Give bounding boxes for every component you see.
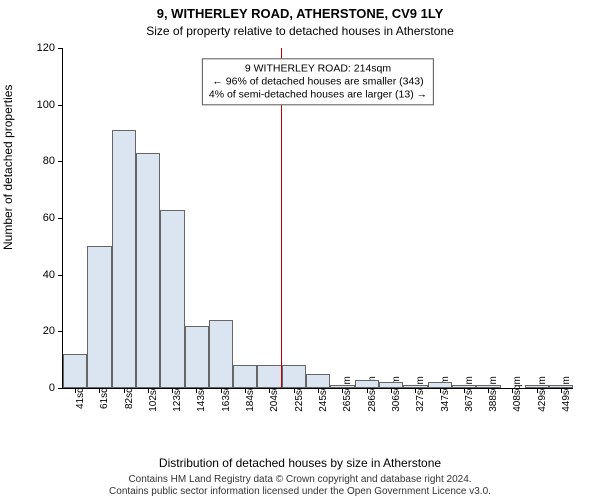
histogram-bar xyxy=(549,385,573,388)
histogram-bar xyxy=(306,374,330,388)
ytick xyxy=(58,48,63,49)
histogram-bar xyxy=(476,385,500,388)
xtick-label: 327sqm xyxy=(415,376,426,412)
xtick-label: 429sqm xyxy=(537,376,548,412)
ytick-label: 0 xyxy=(49,382,55,394)
histogram-bar xyxy=(87,246,111,388)
ytick-label: 80 xyxy=(43,155,55,167)
histogram-bar xyxy=(136,153,160,388)
histogram-bar xyxy=(403,385,427,388)
footer-line2: Contains public sector information licen… xyxy=(0,486,600,498)
ytick-label: 60 xyxy=(43,212,55,224)
histogram-bar xyxy=(185,326,209,388)
ytick xyxy=(58,331,63,332)
histogram-bar xyxy=(525,385,549,388)
ytick-label: 120 xyxy=(37,42,55,54)
ytick xyxy=(58,275,63,276)
footer-line1: Contains HM Land Registry data © Crown c… xyxy=(0,474,600,486)
chart-subtitle: Size of property relative to detached ho… xyxy=(0,24,600,38)
ytick-label: 40 xyxy=(43,269,55,281)
ytick-label: 100 xyxy=(37,99,55,111)
ytick xyxy=(58,218,63,219)
histogram-bar xyxy=(257,365,281,388)
annotation-box: 9 WITHERLEY ROAD: 214sqm← 96% of detache… xyxy=(202,58,434,105)
ytick xyxy=(58,388,63,389)
ytick xyxy=(58,161,63,162)
annotation-line: 4% of semi-detached houses are larger (1… xyxy=(209,89,427,102)
y-axis-label: Number of detached properties xyxy=(1,85,15,250)
ytick-label: 20 xyxy=(43,325,55,337)
histogram-bar xyxy=(428,382,452,388)
xtick-label: 388sqm xyxy=(488,376,499,412)
annotation-line: ← 96% of detached houses are smaller (34… xyxy=(209,75,427,88)
annotation-line: 9 WITHERLEY ROAD: 214sqm xyxy=(209,62,427,75)
histogram-bar xyxy=(330,385,354,388)
footer-attribution: Contains HM Land Registry data © Crown c… xyxy=(0,474,600,498)
histogram-bar xyxy=(63,354,87,388)
xtick-label: 265sqm xyxy=(342,376,353,412)
plot-area: 02040608010012041sqm61sqm82sqm102sqm123s… xyxy=(62,48,573,389)
histogram-bar xyxy=(160,210,184,389)
histogram-bar xyxy=(379,382,403,388)
ytick xyxy=(58,105,63,106)
histogram-bar xyxy=(282,365,306,388)
histogram-bar xyxy=(209,320,233,388)
chart-title: 9, WITHERLEY ROAD, ATHERSTONE, CV9 1LY xyxy=(0,6,600,21)
xtick-label: 408sqm xyxy=(512,376,523,412)
xtick-label: 367sqm xyxy=(464,376,475,412)
histogram-bar xyxy=(355,380,379,389)
xtick-label: 449sqm xyxy=(561,376,572,412)
histogram-bar xyxy=(452,385,476,388)
x-axis-label: Distribution of detached houses by size … xyxy=(0,456,600,470)
histogram-bar xyxy=(233,365,257,388)
histogram-bar xyxy=(112,130,136,388)
